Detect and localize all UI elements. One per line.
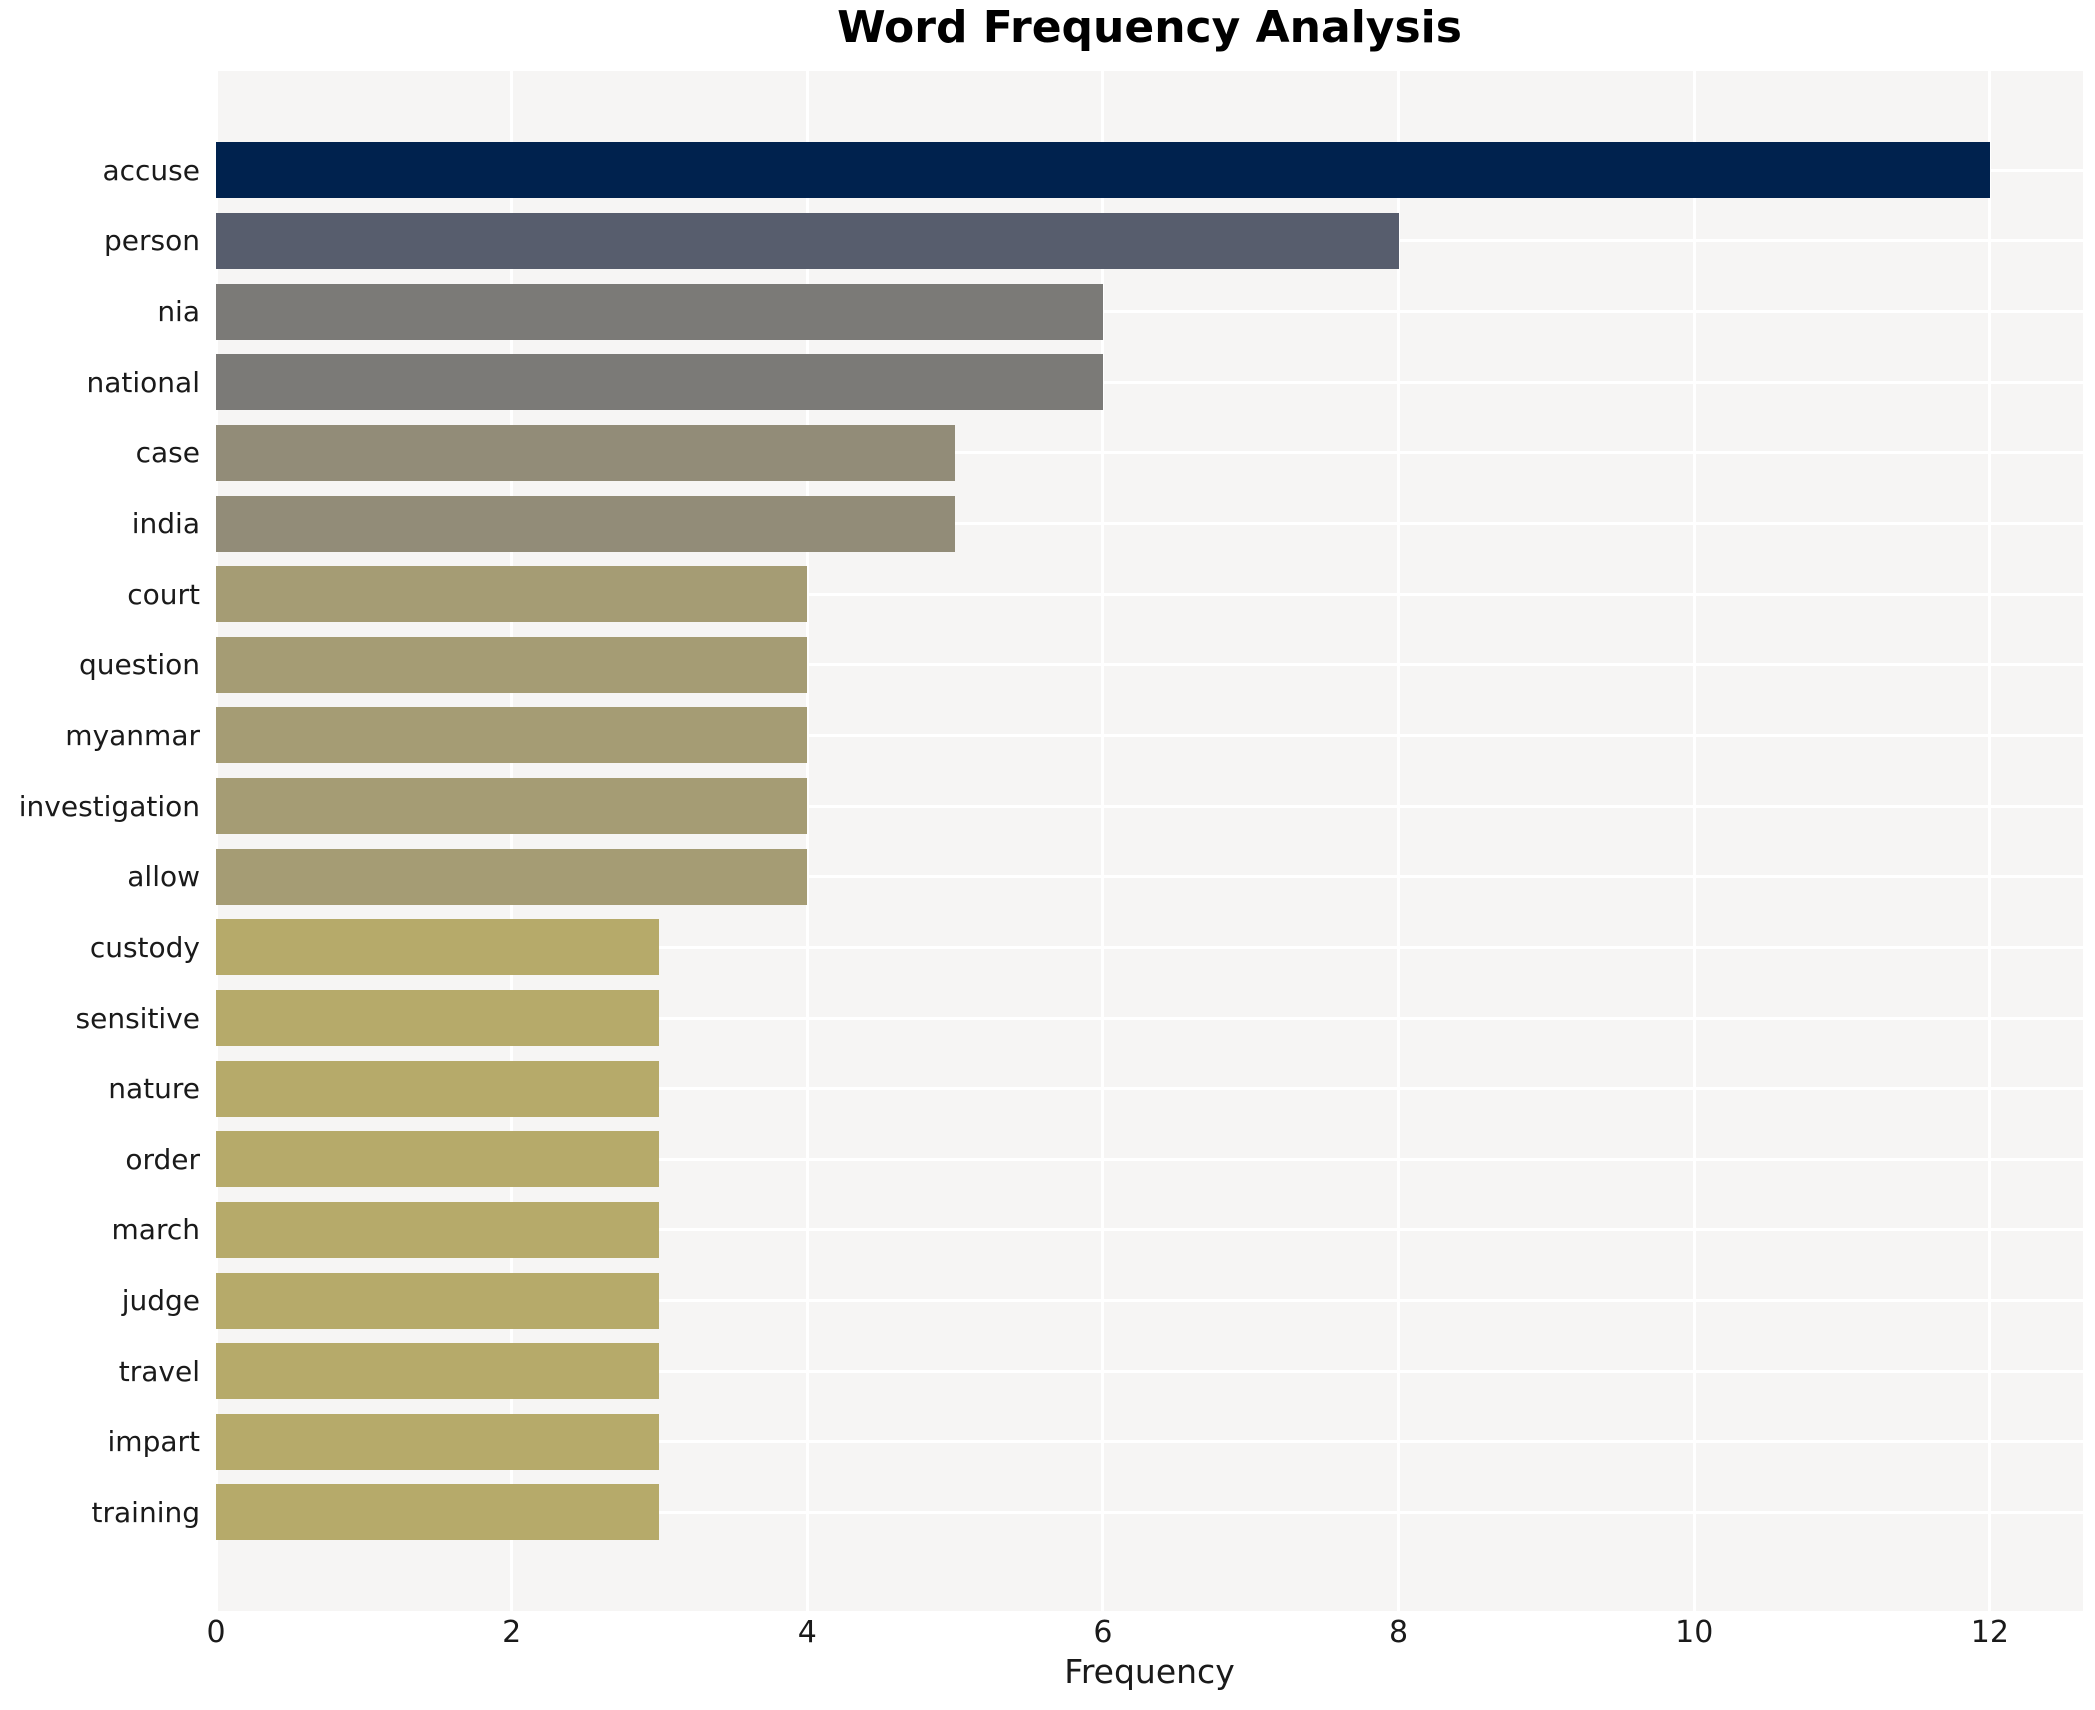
h-gridline bbox=[216, 945, 2083, 949]
h-gridline bbox=[216, 1087, 2083, 1091]
y-tick-label: judge bbox=[121, 1284, 200, 1318]
y-tick-label: india bbox=[131, 507, 200, 541]
y-tick-label: question bbox=[79, 648, 200, 682]
bar bbox=[216, 919, 660, 976]
y-tick-label: myanmar bbox=[65, 718, 200, 752]
h-gridline bbox=[216, 380, 2083, 384]
bar-row: march bbox=[112, 1195, 2083, 1266]
bar bbox=[216, 424, 956, 481]
bar bbox=[216, 1201, 660, 1258]
h-gridline bbox=[216, 1016, 2083, 1020]
h-gridline bbox=[216, 875, 2083, 879]
h-gridline bbox=[216, 804, 2083, 808]
bar-row: allow bbox=[127, 841, 2083, 912]
bar-row: training bbox=[92, 1477, 2083, 1548]
y-tick-label: national bbox=[86, 365, 200, 399]
bar-row: accuse bbox=[102, 135, 2083, 206]
y-tick-label: allow bbox=[127, 860, 200, 894]
bar bbox=[216, 990, 660, 1046]
bar-row: question bbox=[79, 629, 2083, 700]
y-tick-label: person bbox=[104, 224, 200, 258]
h-gridline bbox=[216, 451, 2083, 455]
h-gridline bbox=[216, 1510, 2083, 1514]
v-gridline-0 bbox=[214, 71, 218, 1611]
y-tick-label: march bbox=[111, 1213, 200, 1247]
bar bbox=[216, 1343, 660, 1400]
bar-row: india bbox=[132, 488, 2083, 559]
v-gridline-12 bbox=[1988, 71, 1992, 1611]
bar bbox=[216, 1060, 660, 1117]
h-gridline bbox=[216, 1228, 2083, 1232]
bar bbox=[216, 1272, 660, 1329]
h-gridline bbox=[216, 733, 2083, 737]
v-gridline-2 bbox=[510, 71, 514, 1611]
y-tick-label: training bbox=[91, 1495, 200, 1529]
h-gridline bbox=[216, 522, 2083, 526]
y-tick-label: court bbox=[127, 577, 200, 611]
x-tick-label: 10 bbox=[1675, 1615, 1714, 1650]
y-tick-label: case bbox=[135, 436, 200, 470]
h-gridline bbox=[216, 592, 2083, 596]
bar-row: nature bbox=[108, 1053, 2083, 1124]
bar-row: national bbox=[87, 347, 2083, 418]
y-tick-label: nature bbox=[108, 1072, 200, 1106]
y-tick-label: investigation bbox=[18, 789, 200, 823]
bar bbox=[216, 495, 956, 552]
h-gridline bbox=[216, 1299, 2083, 1303]
bar-row: myanmar bbox=[65, 700, 2083, 771]
bar-row: sensitive bbox=[76, 983, 2083, 1054]
bar-row: judge bbox=[122, 1265, 2083, 1336]
x-tick-label: 12 bbox=[1970, 1615, 2009, 1650]
y-tick-label: nia bbox=[157, 295, 200, 329]
x-axis-label: Frequency bbox=[1064, 1652, 1235, 1691]
y-tick-label: order bbox=[125, 1142, 200, 1176]
bar-row: case bbox=[136, 418, 2083, 489]
h-gridline bbox=[216, 663, 2083, 667]
v-gridline-8 bbox=[1397, 71, 1401, 1611]
bar bbox=[216, 636, 808, 693]
x-tick-label: 8 bbox=[1389, 1615, 1409, 1650]
v-gridline-4 bbox=[805, 71, 809, 1611]
plot-area: accuse person nia national case india court que… bbox=[19, 71, 2083, 1611]
x-tick-label: 2 bbox=[502, 1615, 522, 1650]
bar-row: court bbox=[127, 559, 2083, 630]
y-tick-label: impart bbox=[107, 1425, 200, 1459]
bar bbox=[216, 848, 808, 905]
v-gridline-6 bbox=[1101, 71, 1105, 1611]
bar bbox=[216, 1413, 660, 1470]
x-tick-label: 6 bbox=[1093, 1615, 1113, 1650]
bar-row: person bbox=[104, 206, 2083, 277]
bar-row: travel bbox=[119, 1336, 2083, 1407]
x-axis: 0 2 4 6 8 10 12 bbox=[206, 1615, 2083, 1655]
y-tick-label: accuse bbox=[102, 153, 200, 187]
bar bbox=[216, 354, 1103, 411]
bar bbox=[216, 212, 1399, 269]
h-gridline bbox=[216, 310, 2083, 314]
bar-row: investigation bbox=[19, 771, 2083, 842]
bar-row: custody bbox=[90, 912, 2083, 983]
bar bbox=[216, 1484, 660, 1541]
y-tick-label: sensitive bbox=[75, 1001, 200, 1035]
h-gridline bbox=[216, 1157, 2083, 1161]
x-tick-label: 0 bbox=[206, 1615, 226, 1650]
x-tick-label: 4 bbox=[797, 1615, 817, 1650]
h-gridline bbox=[216, 1369, 2083, 1373]
bar bbox=[216, 707, 808, 764]
h-gridline bbox=[216, 1440, 2083, 1444]
y-tick-label: travel bbox=[118, 1354, 200, 1388]
bar bbox=[216, 1131, 660, 1188]
bar bbox=[216, 566, 808, 623]
bar-row: nia bbox=[157, 276, 2083, 347]
v-gridline-10 bbox=[1692, 71, 1696, 1611]
bar-row: order bbox=[125, 1124, 2083, 1195]
bar bbox=[216, 778, 808, 835]
chart-title: Word Frequency Analysis bbox=[837, 2, 1462, 53]
bars-layer: accuse person nia national case india court que… bbox=[19, 71, 2083, 1611]
bar-row: impart bbox=[108, 1407, 2083, 1478]
bar bbox=[216, 283, 1103, 340]
bar bbox=[216, 142, 1990, 199]
y-tick-label: custody bbox=[89, 930, 200, 964]
